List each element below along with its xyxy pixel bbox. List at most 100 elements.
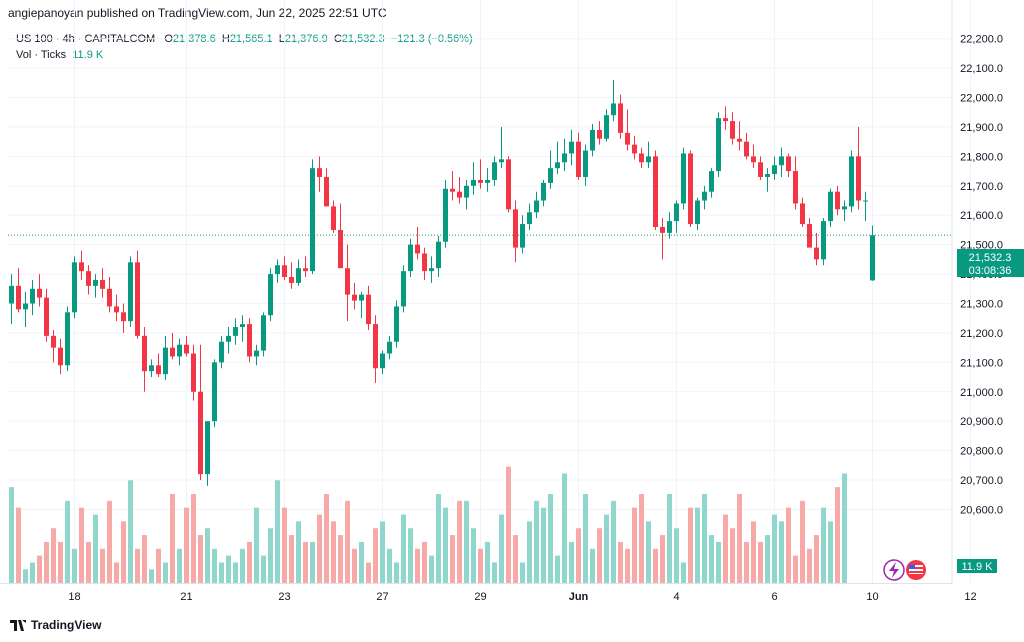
candle-body [534, 200, 539, 213]
volume-label[interactable]: Vol · Ticks [16, 49, 67, 61]
volume-bar [170, 494, 175, 583]
time-tick-label: 6 [771, 591, 777, 603]
volume-bar [51, 528, 56, 583]
volume-bar [79, 507, 84, 583]
time-tick-label: 4 [673, 591, 679, 603]
candle-body [590, 129, 595, 151]
candle-body [191, 353, 196, 392]
candle-body [338, 229, 343, 269]
candle-body [450, 188, 455, 192]
volume-bar [394, 562, 399, 583]
volume-bar [380, 521, 385, 583]
candle-body [863, 200, 868, 202]
candle-body [744, 141, 749, 157]
candle-body [317, 168, 322, 177]
candle-body [93, 279, 98, 286]
volume-bar [485, 541, 490, 583]
volume-bar [58, 541, 63, 583]
volume-bar [198, 535, 203, 583]
candle-body [443, 188, 448, 242]
candle-body [786, 156, 791, 172]
volume-bar [387, 548, 392, 583]
volume-bar [499, 514, 504, 583]
volume-bar [86, 541, 91, 583]
candle-body [737, 138, 742, 142]
candle-body [611, 103, 616, 116]
lightning-icon[interactable] [883, 559, 905, 581]
volume-bar [317, 514, 322, 583]
volume-bar [324, 494, 329, 583]
volume-bar [331, 521, 336, 583]
candle-body [751, 156, 756, 163]
price-tick-label: 21,600.0 [960, 210, 1003, 222]
candle-body [58, 347, 63, 366]
volume-bar [751, 521, 756, 583]
candle-body [219, 341, 224, 363]
volume-bar [289, 535, 294, 583]
candle-body [800, 203, 805, 225]
candle-body [604, 115, 609, 139]
time-axis[interactable]: 1821232729Jun46101215182024 [68, 591, 1024, 603]
candle-body [254, 350, 259, 357]
candle-body [464, 185, 469, 198]
candle-body [401, 271, 406, 307]
volume-bar [681, 562, 686, 583]
volume-bar [268, 528, 273, 583]
candle-body [135, 262, 140, 336]
candle-body [86, 271, 91, 286]
candle-body [758, 162, 763, 177]
volume-bar [247, 541, 252, 583]
candle-body [492, 162, 497, 180]
volume-bar [513, 535, 518, 583]
tradingview-logo[interactable]: TradingView [10, 618, 101, 632]
candle-body [415, 244, 420, 254]
price-tick-label: 20,600.0 [960, 504, 1003, 516]
volume-bar [688, 507, 693, 583]
candle-body [205, 421, 210, 475]
candle-body [436, 241, 441, 269]
volume-bar [597, 528, 602, 583]
volume-bar [457, 500, 462, 583]
candle-body [485, 179, 490, 183]
candle-body [513, 209, 518, 248]
candle-body [870, 235, 875, 281]
price-axis[interactable]: 20,600.0 20,700.0 20,800.0 20,900.0 21,000.0… [960, 34, 1003, 517]
volume-badge-text: 11.9 K [962, 561, 994, 573]
brand-name: TradingView [31, 618, 102, 632]
candle-body [142, 335, 147, 372]
volume-bar [569, 541, 574, 583]
candle-body [835, 191, 840, 210]
volume-badge: 11.9 K [957, 559, 997, 573]
candle-body [156, 365, 161, 375]
candle-body [842, 206, 847, 210]
flag-icon[interactable] [906, 560, 926, 580]
candle-body [65, 312, 70, 366]
volume-bar [156, 548, 161, 583]
volume-bar [800, 500, 805, 583]
candle-body [79, 262, 84, 272]
volume-bar [534, 500, 539, 583]
volume-bar [436, 494, 441, 583]
candle-body [345, 268, 350, 295]
candle-body [296, 268, 301, 283]
candle-body [114, 306, 119, 313]
candle-body [821, 221, 826, 260]
candle-body [681, 153, 686, 204]
volume-bar [450, 535, 455, 583]
volume-bar [219, 562, 224, 583]
volume-bar [842, 473, 847, 583]
volume-bar [121, 521, 126, 583]
volume-bar [478, 548, 483, 583]
volume-bar [723, 514, 728, 583]
volume-bar [765, 535, 770, 583]
candle-body [695, 200, 700, 225]
candle-body [702, 191, 707, 201]
price-tick-label: 21,900.0 [960, 122, 1003, 134]
volume-bar [282, 507, 287, 583]
time-tick-label: 21 [180, 591, 192, 603]
time-tick-label: 10 [866, 591, 878, 603]
price-tick-label: 21,300.0 [960, 299, 1003, 311]
volume-bar [555, 555, 560, 583]
candle-body [653, 156, 658, 228]
